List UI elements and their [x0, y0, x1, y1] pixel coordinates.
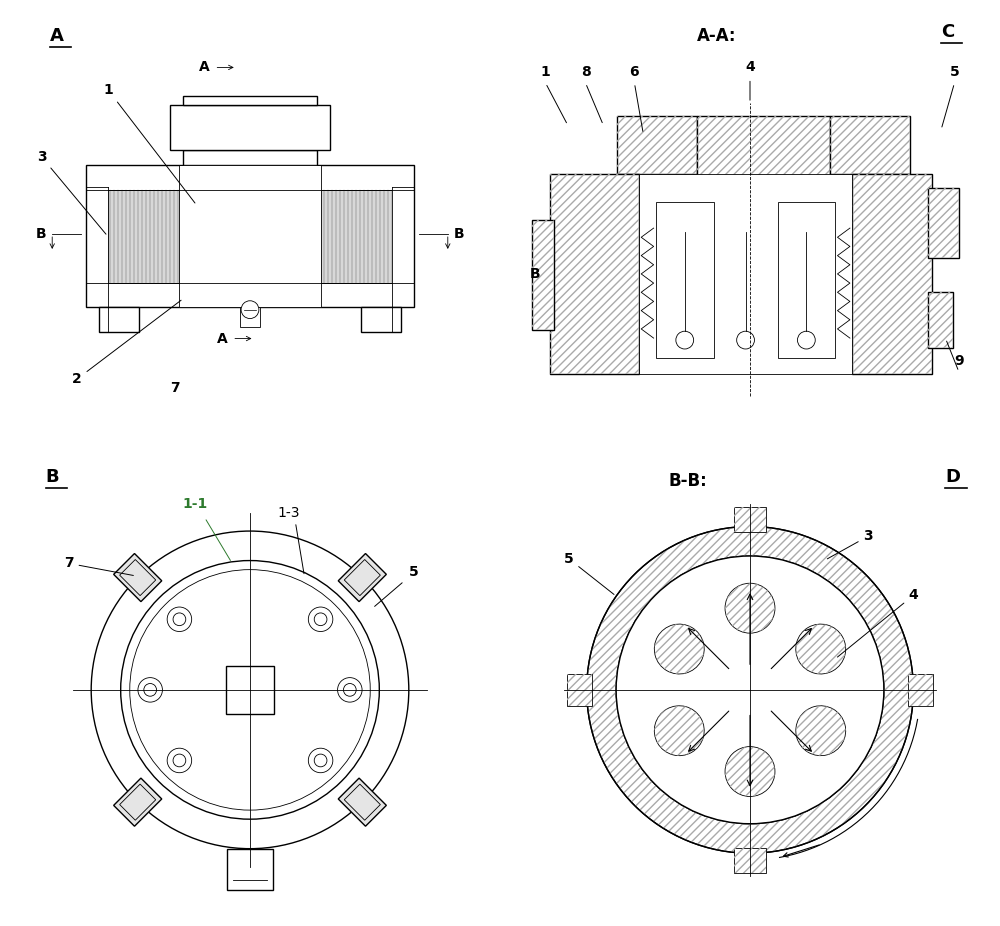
Bar [550, 174, 639, 374]
Bar [908, 674, 933, 706]
Bar [697, 117, 830, 187]
Circle shape [173, 613, 186, 626]
Ellipse shape [654, 624, 704, 674]
Bar [226, 666, 274, 714]
Ellipse shape [796, 706, 846, 756]
Bar [567, 674, 592, 706]
Polygon shape [338, 554, 386, 602]
Text: 4: 4 [837, 588, 919, 657]
Bar [183, 150, 317, 165]
Circle shape [343, 683, 356, 696]
Bar [852, 174, 932, 374]
Bar [532, 220, 554, 330]
Text: 4: 4 [745, 60, 755, 74]
Circle shape [314, 613, 327, 626]
Text: A-A:: A-A: [697, 27, 736, 44]
Bar [361, 307, 401, 332]
Ellipse shape [725, 583, 775, 633]
Text: 9: 9 [954, 354, 964, 368]
Text: 6: 6 [630, 65, 639, 79]
Bar [734, 507, 766, 532]
Wedge shape [587, 527, 913, 853]
Ellipse shape [796, 624, 846, 674]
Bar [170, 106, 330, 150]
Text: 1-3: 1-3 [277, 507, 300, 520]
Bar [734, 847, 766, 872]
Text: B: B [36, 227, 46, 241]
Bar [532, 220, 554, 330]
Bar [734, 847, 766, 872]
Circle shape [308, 748, 333, 772]
Bar [550, 174, 639, 374]
Bar [697, 117, 830, 187]
Text: B: B [530, 267, 541, 282]
Bar [852, 174, 932, 374]
Bar [617, 117, 697, 174]
Bar [321, 190, 392, 283]
Text: 8: 8 [581, 65, 590, 79]
Text: A: A [217, 332, 228, 345]
Text: 1: 1 [103, 83, 195, 203]
Text: 3: 3 [827, 529, 873, 559]
Bar [830, 117, 910, 174]
Circle shape [121, 560, 379, 820]
Ellipse shape [725, 746, 775, 796]
Text: A: A [50, 27, 64, 45]
Text: D: D [945, 468, 960, 485]
Polygon shape [114, 554, 162, 602]
Circle shape [314, 754, 327, 767]
Bar [928, 188, 959, 258]
Bar [179, 165, 321, 307]
Polygon shape [114, 778, 162, 826]
Circle shape [676, 332, 694, 349]
Circle shape [167, 607, 192, 632]
Bar [639, 174, 852, 374]
Bar [183, 96, 317, 106]
Bar [908, 674, 933, 706]
Text: B-B:: B-B: [668, 471, 707, 490]
Text: 3: 3 [37, 150, 106, 234]
Circle shape [138, 678, 162, 702]
Circle shape [338, 678, 362, 702]
Circle shape [737, 332, 754, 349]
Circle shape [167, 748, 192, 772]
Circle shape [241, 301, 259, 319]
Circle shape [144, 683, 157, 696]
Circle shape [130, 569, 370, 810]
Bar [734, 507, 766, 532]
Bar [778, 202, 835, 358]
Bar [240, 307, 260, 328]
Ellipse shape [654, 706, 704, 756]
Bar [567, 674, 592, 706]
Bar [928, 293, 953, 348]
Text: B: B [46, 468, 59, 485]
Bar [99, 307, 139, 332]
Text: C: C [941, 23, 954, 41]
Circle shape [616, 556, 884, 824]
Bar [656, 202, 714, 358]
Bar [928, 188, 959, 258]
Text: 5: 5 [950, 65, 959, 79]
Text: 5: 5 [409, 566, 419, 580]
Text: B: B [454, 227, 464, 241]
Bar [617, 117, 697, 174]
Text: 7: 7 [64, 557, 133, 575]
Circle shape [173, 754, 186, 767]
Bar [928, 293, 953, 348]
Text: 1-1: 1-1 [182, 497, 207, 511]
Text: 7: 7 [170, 381, 180, 394]
Bar [86, 165, 414, 307]
Text: A: A [199, 60, 210, 74]
Circle shape [308, 607, 333, 632]
Text: 1: 1 [541, 65, 550, 79]
Text: 2: 2 [72, 300, 181, 386]
Text: 5: 5 [564, 552, 614, 594]
Bar [830, 117, 910, 174]
Bar [227, 848, 273, 890]
Circle shape [797, 332, 815, 349]
Polygon shape [338, 778, 386, 826]
Bar [108, 190, 179, 283]
Circle shape [91, 532, 409, 848]
